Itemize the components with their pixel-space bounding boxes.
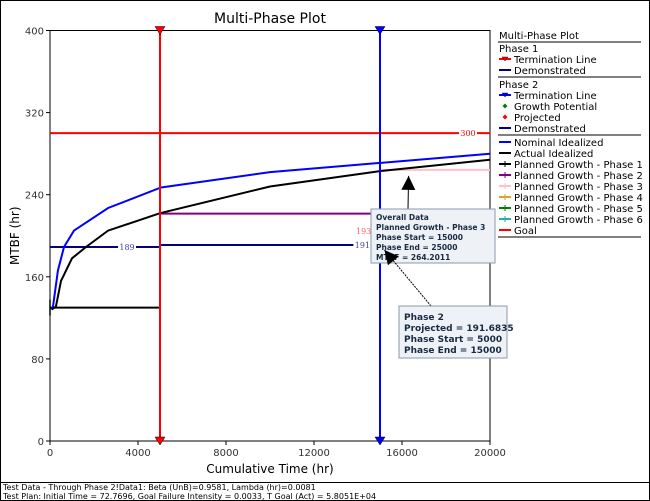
arrowhead-icon xyxy=(384,250,399,266)
callout-text: Overall Data xyxy=(376,213,429,222)
callout-text: Phase End = 15000 xyxy=(404,346,502,356)
legend-item-label: Planned Growth - Phase 6 xyxy=(514,215,643,226)
legend-title: Multi-Phase Plot xyxy=(499,31,579,42)
footer-test-plan: Test Plan: Initial Time = 72.7696, Goal … xyxy=(3,492,377,501)
legend-item-label: Planned Growth - Phase 5 xyxy=(514,204,643,215)
legend-item-label: Planned Growth - Phase 3 xyxy=(514,182,643,193)
callout-text: MTBF = 264.2011 xyxy=(376,253,450,262)
legend-triangle-icon xyxy=(501,92,509,98)
chart-title: Multi-Phase Plot xyxy=(214,11,326,27)
x-tick-label: 0 xyxy=(47,448,53,459)
x-tick-label: 12000 xyxy=(298,448,330,459)
label-bg xyxy=(118,242,136,252)
callout-text: Phase End = 25000 xyxy=(376,243,458,252)
legend-item-label: Termination Line xyxy=(513,91,597,102)
point-label: 193 xyxy=(356,227,371,236)
legend-item-label: Growth Potential xyxy=(514,102,597,113)
y-tick-label: 0 xyxy=(38,437,44,448)
x-tick-label: 4000 xyxy=(125,448,150,459)
y-tick-label: 400 xyxy=(25,27,44,38)
legend-diamond-icon xyxy=(502,103,508,109)
callout-box xyxy=(370,208,496,264)
legend-triangle-icon xyxy=(501,56,509,62)
legend-diamond-icon xyxy=(502,114,508,120)
y-axis-label: MTBF (hr) xyxy=(8,206,22,265)
arrowhead-icon xyxy=(401,175,416,190)
callout-box xyxy=(398,305,508,359)
y-tick-label: 160 xyxy=(25,273,44,284)
triangle-down-icon xyxy=(374,26,386,35)
callout-text: Phase Start = 15000 xyxy=(376,233,463,242)
segment-value-label: 189 xyxy=(119,243,134,252)
callout-text: Phase Start = 5000 xyxy=(404,335,502,345)
callout-text: Phase 2 xyxy=(404,313,444,323)
segment-value-label: 191 xyxy=(355,241,370,250)
curve-nominal-idealized xyxy=(50,152,491,311)
legend-group-header: Phase 1 xyxy=(499,44,538,55)
callout-text: Planned Growth - Phase 3 xyxy=(376,223,485,232)
legend-item-label: Planned Growth - Phase 4 xyxy=(514,193,643,204)
label-bg xyxy=(353,239,372,249)
legend-item-label: Projected xyxy=(514,113,561,124)
callout-text: Projected = 191.6835 xyxy=(404,324,514,334)
legend-item-label: Planned Growth - Phase 1 xyxy=(514,160,643,171)
x-axis-label: Cumulative Time (hr) xyxy=(206,462,333,476)
x-tick-label: 20000 xyxy=(474,448,506,459)
legend-group-header: Phase 2 xyxy=(499,80,538,91)
x-tick-label: 16000 xyxy=(386,448,418,459)
legend-item-label: Demonstrated xyxy=(514,66,586,77)
x-tick-label: 8000 xyxy=(213,448,238,459)
legend-item-label: Goal xyxy=(514,226,537,237)
footer-test-data: Test Data - Through Phase 2!Data1: Beta … xyxy=(3,483,316,492)
label-bg xyxy=(459,128,477,138)
triangle-down-icon xyxy=(154,436,166,446)
y-tick-label: 240 xyxy=(25,191,44,202)
legend-item-label: Nominal Idealized xyxy=(514,138,603,149)
legend-item-label: Termination Line xyxy=(513,55,597,66)
legend-item-label: Actual Idealized xyxy=(514,149,593,160)
legend-item-label: Demonstrated xyxy=(514,124,586,135)
y-tick-label: 80 xyxy=(31,355,44,366)
footer: Test Data - Through Phase 2!Data1: Beta … xyxy=(1,482,649,501)
segment-value-label: 300 xyxy=(460,129,475,138)
y-tick-label: 320 xyxy=(25,109,44,120)
legend-item-label: Planned Growth - Phase 2 xyxy=(514,171,643,182)
triangle-down-icon xyxy=(154,26,166,35)
triangle-down-icon xyxy=(374,436,386,446)
curve-actual-idealized xyxy=(51,158,491,311)
